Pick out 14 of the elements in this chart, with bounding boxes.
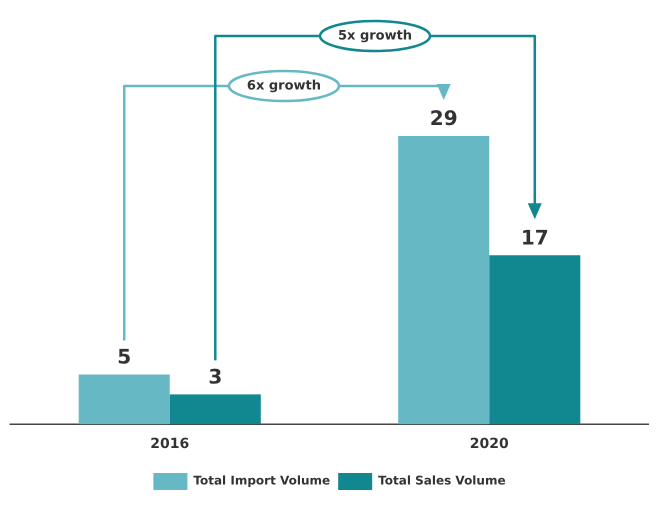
x-tick-label: 2020 [470,436,509,452]
legend-label: Total Import Volume [193,474,330,488]
bar [78,374,170,424]
x-tick-label: 2016 [150,436,190,452]
text: 6x growth [246,78,322,94]
data-label: 29 [430,106,458,130]
data-label: 3 [208,364,222,389]
bar [170,394,261,424]
data-label: 17 [520,225,549,250]
bar [489,255,580,424]
bar [398,136,490,424]
text: 5x growth [338,28,412,44]
data-label: 5 [117,344,132,369]
legend-label: Total Sales Volume [378,474,506,488]
